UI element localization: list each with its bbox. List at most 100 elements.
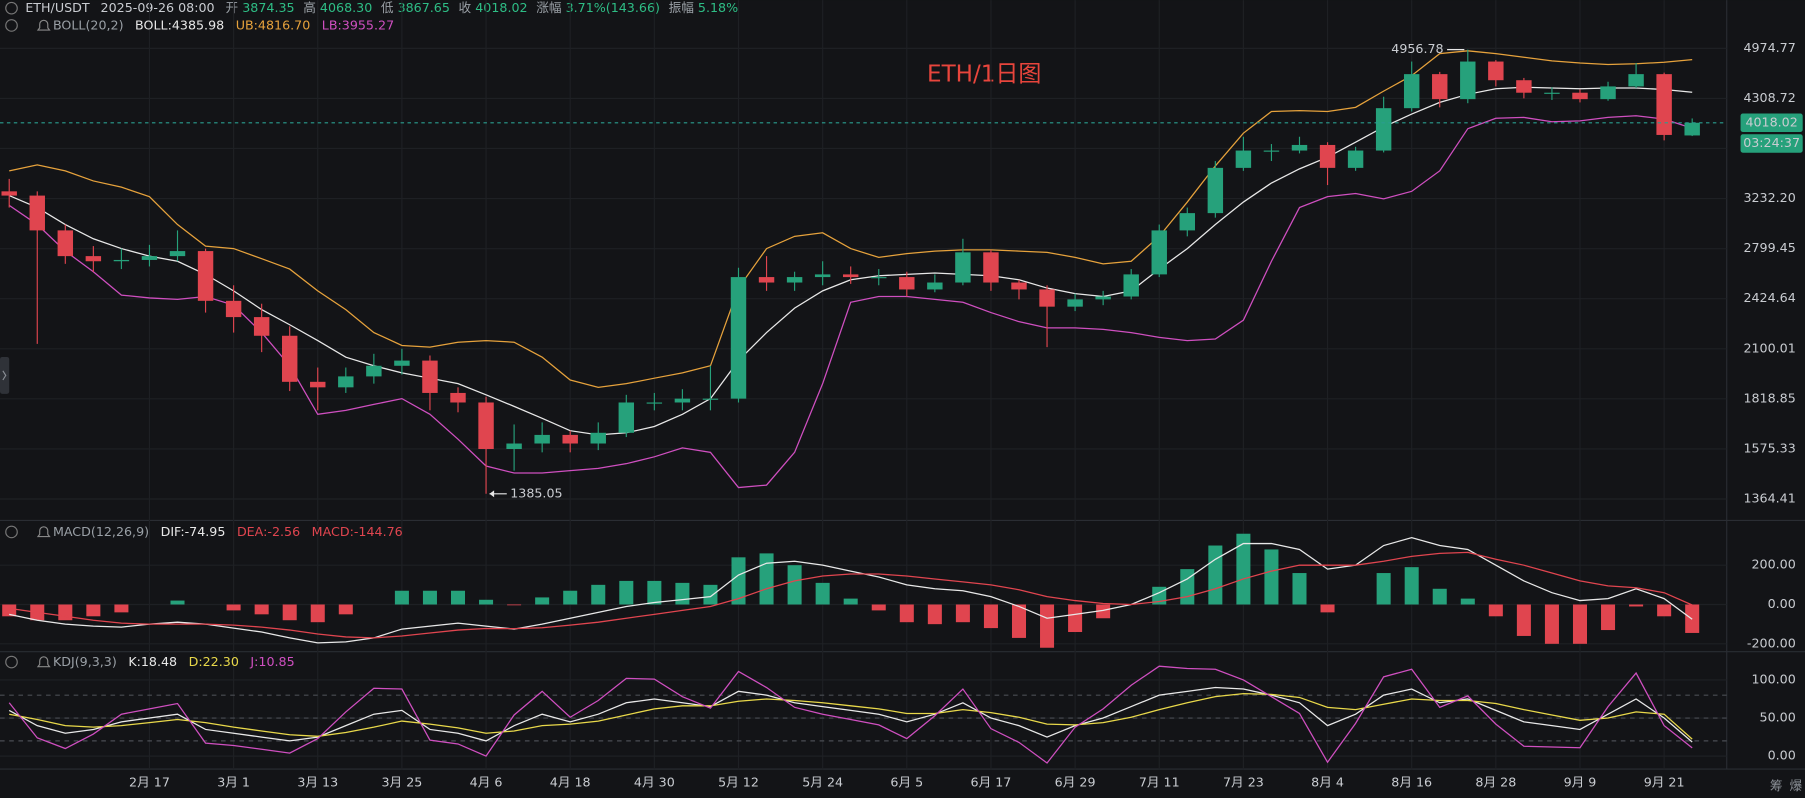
legend-entry: J:10.85 bbox=[249, 654, 294, 669]
macd-bar bbox=[1264, 549, 1279, 605]
macd-bar bbox=[591, 584, 606, 605]
collapse-icon[interactable] bbox=[5, 1, 18, 15]
countdown-label: 03:24:37 bbox=[1743, 135, 1800, 150]
candle-body bbox=[225, 300, 242, 318]
candle-body bbox=[1179, 213, 1196, 231]
quote-value: 4018.02 bbox=[475, 0, 527, 15]
x-tick-label: 6月 17 bbox=[971, 774, 1012, 789]
macd-bar bbox=[1404, 567, 1419, 605]
candle-body bbox=[169, 251, 186, 257]
candle-body bbox=[1403, 74, 1420, 109]
macd-bar bbox=[1068, 604, 1083, 633]
y-tick-label: 3232.20 bbox=[1743, 190, 1795, 205]
macd-bar bbox=[731, 557, 746, 605]
footer-icon[interactable]: 爆 bbox=[1789, 778, 1802, 793]
candle-body bbox=[1516, 80, 1532, 93]
candle-body bbox=[366, 365, 382, 377]
candle-body bbox=[1628, 74, 1644, 87]
footer-icon[interactable]: 筹 bbox=[1770, 778, 1783, 793]
indicator-name: MACD(12,26,9) bbox=[53, 523, 149, 538]
indicator-line bbox=[9, 536, 1693, 644]
candle-body bbox=[1544, 92, 1560, 94]
macd-bar bbox=[1629, 604, 1644, 607]
side-panel-toggle[interactable] bbox=[0, 356, 10, 394]
candle-body bbox=[1011, 282, 1027, 290]
x-tick-label: 6月 5 bbox=[890, 774, 923, 789]
macd-bar bbox=[563, 590, 578, 605]
candle-body bbox=[927, 282, 943, 290]
countdown-tag bbox=[1740, 134, 1803, 153]
candle-body bbox=[1291, 144, 1308, 151]
macd-bar bbox=[815, 582, 830, 605]
candle-body bbox=[1600, 86, 1616, 100]
candle-body bbox=[1, 191, 17, 196]
candle-body bbox=[758, 277, 775, 283]
candle-body bbox=[983, 252, 999, 283]
macd-bar bbox=[647, 580, 662, 605]
macd-bar bbox=[1040, 604, 1055, 648]
candle-body bbox=[534, 434, 550, 444]
legend-entry: BOLL:4385.98 bbox=[135, 17, 224, 32]
y-tick-label: -200.00 bbox=[1747, 635, 1796, 650]
toggle-chevron bbox=[2, 370, 7, 381]
candle-body bbox=[253, 317, 270, 336]
collapse-icon[interactable] bbox=[5, 655, 18, 669]
y-tick-label: 1575.33 bbox=[1743, 440, 1795, 455]
indicator-legend: BOLL(20,2) BOLL:4385.98 UB:4816.70 LB:3955.… bbox=[53, 17, 394, 32]
y-tick-label: 4308.72 bbox=[1743, 90, 1795, 105]
candle-body bbox=[197, 251, 214, 301]
candle-body bbox=[786, 277, 803, 283]
indicator-line bbox=[8, 665, 1693, 764]
candle-body bbox=[1488, 61, 1504, 81]
indicator-legend: KDJ(9,3,3) K:18.48 D:22.30 J:10.85 bbox=[53, 654, 295, 669]
x-tick-label: 9月 21 bbox=[1644, 774, 1685, 789]
macd-bar bbox=[114, 604, 129, 613]
macd-bar bbox=[282, 604, 297, 621]
macd-bar bbox=[1488, 604, 1503, 617]
macd-bar bbox=[1011, 604, 1027, 638]
candle-body bbox=[1207, 167, 1224, 214]
y-tick-label: 0.00 bbox=[1768, 596, 1796, 611]
macd-bar bbox=[955, 604, 970, 623]
macd-bar bbox=[58, 604, 73, 621]
candle-body bbox=[955, 252, 971, 283]
candle-body bbox=[1375, 108, 1392, 151]
macd-bar bbox=[1572, 604, 1588, 644]
macd-bar bbox=[1096, 604, 1111, 619]
candle-body bbox=[1432, 74, 1448, 100]
collapse-icon[interactable] bbox=[5, 525, 18, 539]
x-tick-label: 8月 28 bbox=[1475, 774, 1516, 789]
macd-bar bbox=[619, 580, 634, 605]
candle-body bbox=[1656, 74, 1672, 135]
macd-bar bbox=[1320, 604, 1335, 613]
y-tick-label: 4974.77 bbox=[1743, 40, 1795, 55]
quote-header: ETH/USDT 2025-09-26 08:00 开 3874.35 高 40… bbox=[25, 0, 738, 15]
candle-body bbox=[814, 274, 831, 278]
macd-bar bbox=[927, 604, 942, 625]
x-tick-label: 7月 11 bbox=[1139, 774, 1180, 789]
candle-body bbox=[1347, 150, 1364, 168]
candle-body bbox=[113, 259, 130, 262]
quote-value: 5.18% bbox=[698, 0, 738, 15]
quote-label: 收 bbox=[459, 0, 472, 15]
collapse-icon[interactable] bbox=[5, 19, 18, 32]
candle-body bbox=[1123, 274, 1139, 297]
bell-icon bbox=[36, 656, 51, 668]
macd-bar bbox=[675, 582, 690, 605]
legend-entry: D:22.30 bbox=[189, 654, 239, 669]
datetime: 2025-09-26 08:00 bbox=[101, 0, 215, 15]
macd-bar bbox=[2, 604, 17, 617]
macd-bar bbox=[254, 604, 269, 615]
macd-bar bbox=[338, 604, 353, 615]
candle-body bbox=[562, 434, 578, 444]
macd-bar bbox=[1601, 604, 1616, 631]
y-tick-label: 2424.64 bbox=[1743, 290, 1795, 305]
macd-bar bbox=[1460, 598, 1475, 605]
candle-body bbox=[842, 274, 859, 278]
candle-body bbox=[899, 277, 915, 290]
quote-label: 振幅 bbox=[669, 0, 695, 15]
candle-body bbox=[1095, 296, 1111, 300]
legend-entry: MACD:-144.76 bbox=[312, 523, 403, 538]
last-price-tag bbox=[1740, 113, 1803, 132]
